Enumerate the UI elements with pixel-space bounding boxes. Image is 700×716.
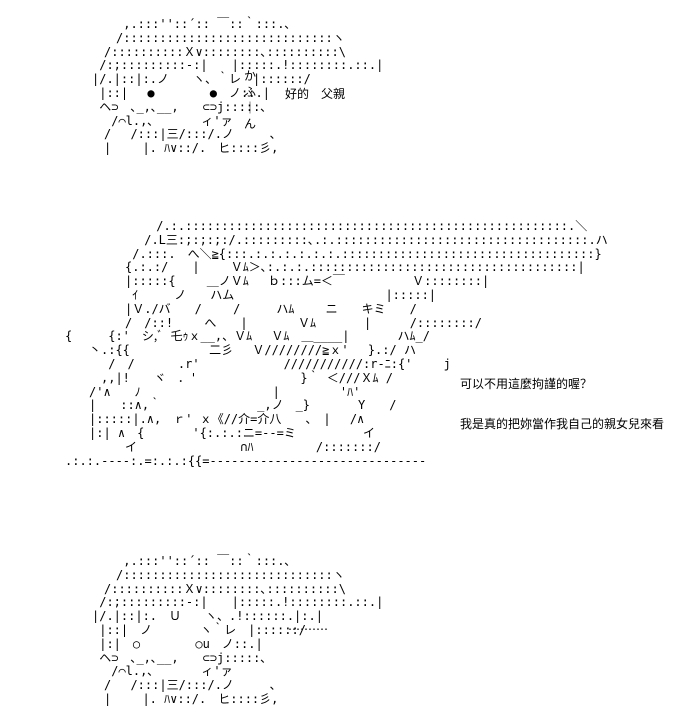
side-text-n: ん (244, 118, 256, 132)
ascii-panel-3: ,.:::''::´:: ￣::｀:::.､ /::::::::::::::::… (80, 555, 383, 707)
dialogue-3-1: ‥‥‥‥‥ (288, 620, 328, 634)
dialogue-1-1: 好的 父親 (285, 88, 345, 102)
dialogue-2-2: 我是真的把妳當作我自己的親女兒來看 (460, 418, 664, 432)
side-text-fu: ふ (244, 86, 256, 100)
dialogue-2-1: 可以不用這麼拘謹的喔？ (460, 378, 592, 392)
side-text-bar: ｜ (244, 102, 256, 116)
side-text-ka: か (244, 70, 256, 84)
